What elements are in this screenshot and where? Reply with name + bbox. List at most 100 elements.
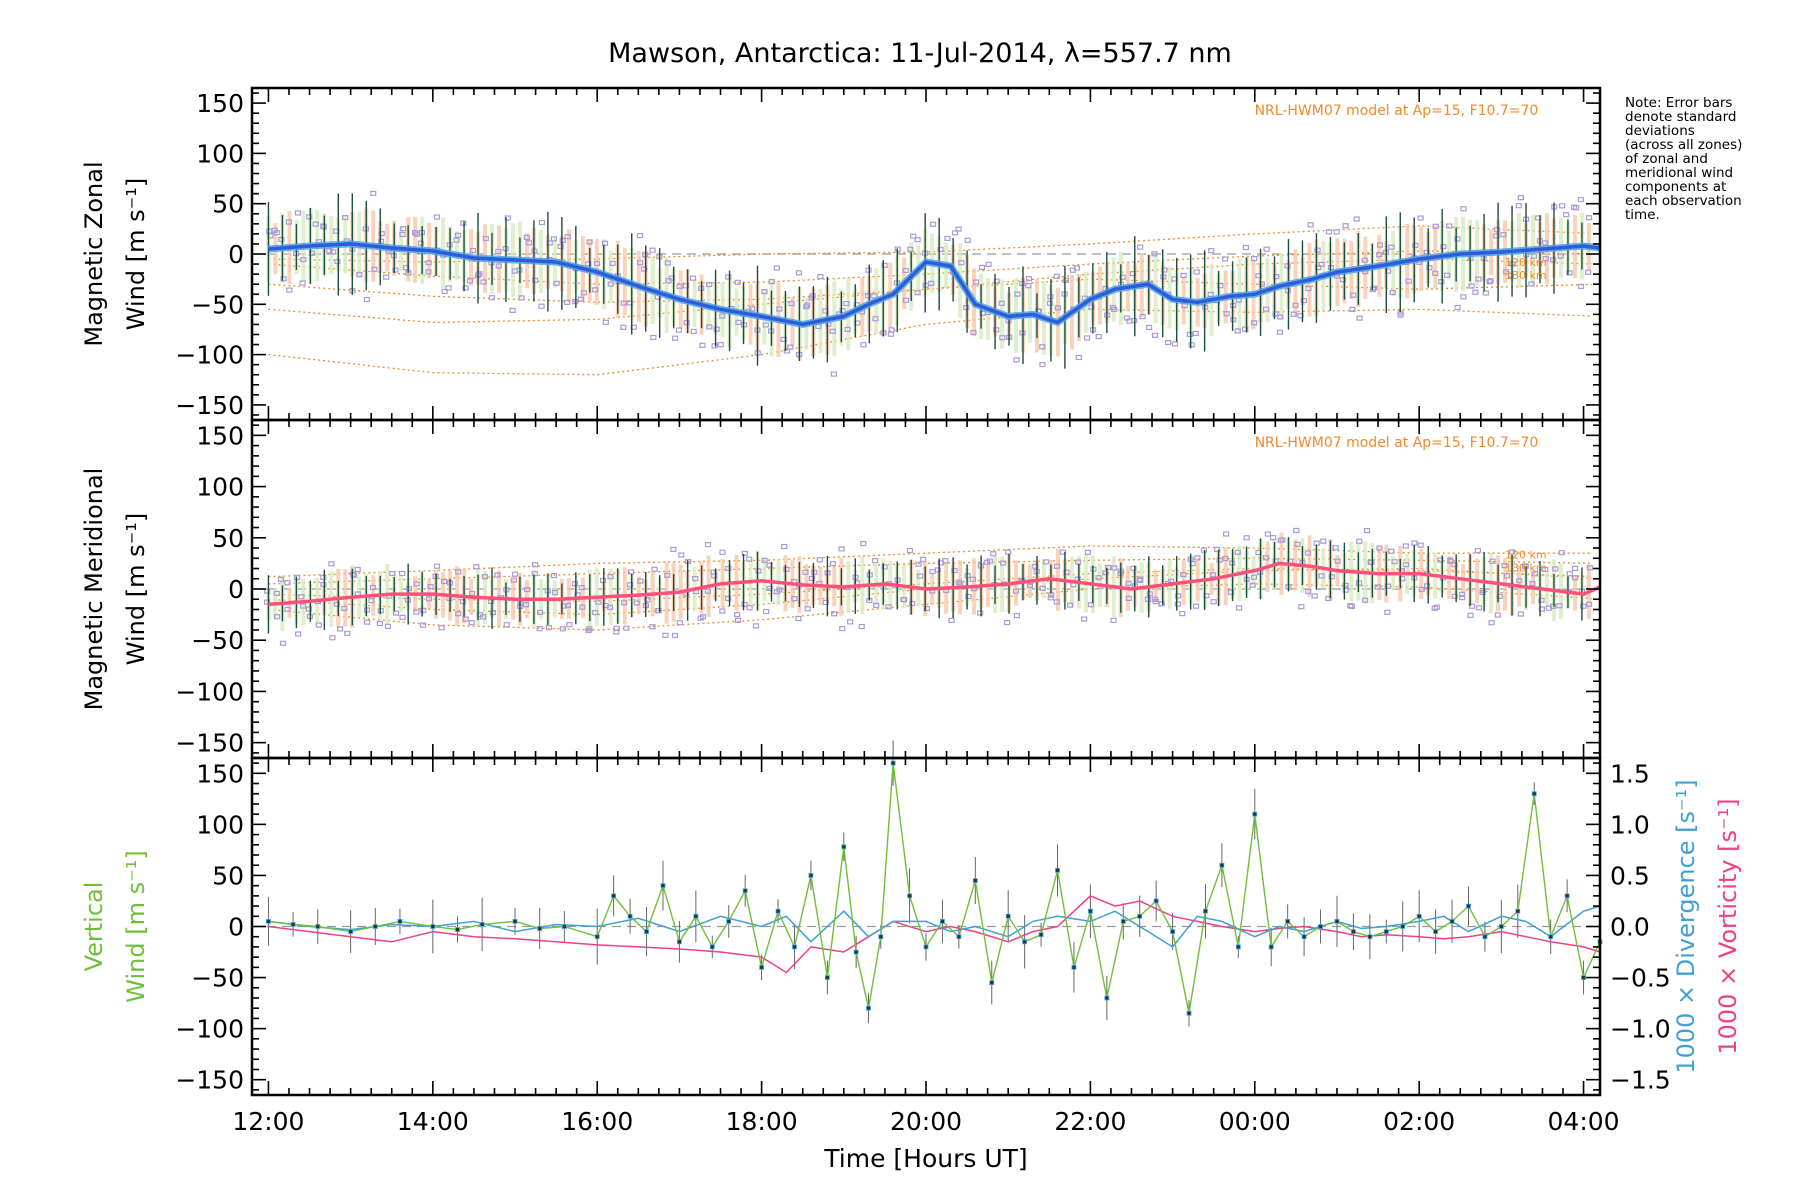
vertical-wind-point [1087, 908, 1093, 914]
zone-point [1320, 538, 1327, 544]
zone-point [263, 599, 271, 605]
zone-point [1353, 216, 1360, 222]
zone-point [929, 221, 937, 227]
zone-point [1349, 306, 1356, 312]
y2-tick-label: −1.5 [1610, 1066, 1671, 1095]
zone-point [518, 295, 525, 301]
zonal-wind-line [268, 242, 1601, 327]
x-axis-label: Time [Hours UT] [823, 1144, 1027, 1173]
zone-point [329, 635, 336, 641]
zone-point [1123, 315, 1130, 321]
zone-point [1284, 263, 1291, 269]
zone-point [1251, 320, 1258, 326]
vertical-wind-point [537, 926, 543, 931]
zone-point [433, 563, 441, 569]
zone-point [1290, 311, 1297, 317]
zone-point [1479, 589, 1486, 596]
zone-point [734, 612, 741, 618]
zone-point [942, 558, 949, 564]
zone-point [671, 632, 679, 639]
y-axis-label-line: Magnetic Zonal [80, 161, 108, 346]
y-tick-label: 0 [228, 913, 244, 942]
zone-point [1451, 593, 1458, 599]
zone-point [1454, 304, 1461, 311]
zone-point [1472, 289, 1479, 295]
zone-point [670, 546, 677, 552]
zone-point [937, 246, 944, 253]
zone-point [633, 600, 640, 606]
zone-point [320, 574, 327, 580]
y-tick-label: −100 [175, 677, 244, 706]
vertical-wind-point [1531, 791, 1537, 797]
zone-point [531, 277, 539, 283]
vertical-wind-point [455, 927, 460, 932]
zone-point [315, 622, 322, 628]
zone-point [489, 610, 497, 616]
zone-point [1305, 285, 1312, 292]
vertical-wind-point [907, 893, 912, 899]
zone-point [719, 549, 726, 555]
zone-point [1067, 602, 1074, 608]
zone-point [951, 568, 958, 574]
zone-point [1348, 603, 1355, 610]
zone-point [592, 287, 599, 293]
zone-point [690, 328, 697, 335]
zone-point [1376, 242, 1384, 248]
zone-point [425, 269, 432, 275]
zone-point [1087, 602, 1095, 608]
vertical-wind-point [561, 924, 567, 929]
zone-point [1227, 589, 1235, 595]
y-tick-label: −100 [175, 341, 244, 370]
zone-point [804, 606, 811, 612]
panel-zonal: NRL-HWM07 model at Ap=15, F10.7=70 120 km… [80, 86, 1602, 422]
zone-point [1432, 223, 1439, 229]
x-tick-label: 20:00 [890, 1107, 962, 1136]
zone-point [536, 626, 543, 632]
note-line: Note: Error bars [1625, 95, 1733, 111]
zone-point [1586, 565, 1594, 571]
zone-point [1003, 619, 1011, 626]
zone-point [662, 632, 669, 638]
y-axis-label-line: Wind [m s⁻¹] [122, 513, 150, 665]
zone-point [1272, 311, 1279, 317]
zone-point [1521, 563, 1529, 569]
zone-point [999, 335, 1006, 341]
zone-point [1475, 276, 1482, 282]
zone-point [817, 273, 824, 280]
zone-point [1411, 540, 1418, 546]
zone-point [413, 581, 420, 587]
vertical-wind-point [1104, 995, 1110, 1001]
zone-point [509, 307, 516, 314]
zone-point [1467, 612, 1474, 618]
zone-point [752, 623, 760, 629]
zone-point [1586, 601, 1593, 607]
zone-point [887, 331, 895, 337]
zone-point [1258, 281, 1265, 287]
zone-point [783, 566, 790, 573]
zone-point [1210, 599, 1217, 605]
zone-point [1249, 582, 1256, 588]
zone-point [773, 265, 781, 271]
model-curve [268, 308, 1592, 376]
zone-point [1000, 560, 1007, 566]
zone-point [1482, 290, 1489, 296]
note-line: meridional wind [1625, 165, 1734, 181]
zone-point [273, 590, 280, 597]
y-tick-label: −100 [175, 1015, 244, 1044]
vertical-wind-point [726, 918, 732, 924]
zone-point [860, 540, 867, 547]
y-tick-label: 100 [196, 139, 244, 168]
zone-point [469, 247, 477, 254]
zone-point [425, 260, 432, 266]
vertical-wind-point [290, 922, 296, 927]
zone-point [336, 626, 344, 632]
vertical-wind-point [972, 878, 978, 883]
zone-point [1458, 591, 1466, 597]
zone-point [1516, 578, 1523, 584]
zone-point [495, 248, 502, 255]
zone-point [455, 611, 462, 617]
y2-tick-label: −0.5 [1610, 964, 1671, 993]
zone-point [1251, 256, 1258, 262]
zone-point [1054, 305, 1061, 311]
zone-point [664, 260, 671, 266]
